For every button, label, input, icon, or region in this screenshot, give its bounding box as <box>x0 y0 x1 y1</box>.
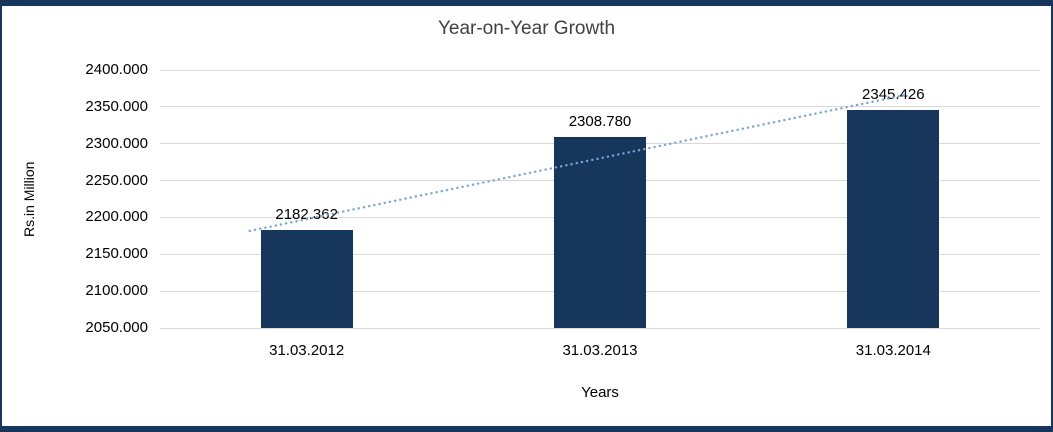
y-tick-label: 2150.000 <box>85 245 148 263</box>
y-tick-label: 2250.000 <box>85 171 148 189</box>
y-tick-label: 2400.000 <box>85 61 148 78</box>
bar <box>554 137 646 328</box>
y-tick-label: 2200.000 <box>85 208 148 226</box>
x-category-label: 31.03.2014 <box>855 342 931 359</box>
bar-data-label: 2345.426 <box>862 86 925 104</box>
gridline <box>160 106 1040 108</box>
bar <box>260 230 353 328</box>
x-category-label: 31.03.2012 <box>269 342 345 359</box>
bar-data-label: 2308.780 <box>568 113 632 131</box>
gridline <box>160 327 1040 329</box>
bar <box>847 110 940 328</box>
x-category-label: 31.03.2013 <box>562 342 638 359</box>
y-tick-label: 2350.000 <box>85 97 148 115</box>
plot-area: 2182.362 2308.780 2345.426 <box>160 69 1040 329</box>
y-tick-label: 2050.000 <box>85 319 148 336</box>
y-tick-label: 2300.000 <box>85 134 148 152</box>
trendline <box>248 93 907 233</box>
x-axis-title: Years <box>581 384 619 401</box>
x-category-labels: 31.03.2012 31.03.2013 31.03.2014 <box>160 342 1040 362</box>
gridline <box>160 69 1040 71</box>
chart-title: Year-on-Year Growth <box>437 18 616 39</box>
bar-data-label: 2182.362 <box>275 206 338 224</box>
y-tick-label: 2100.000 <box>85 282 148 300</box>
y-axis-tick-labels: 2050.000 2100.000 2150.000 2200.000 2250.000… <box>2 61 148 336</box>
